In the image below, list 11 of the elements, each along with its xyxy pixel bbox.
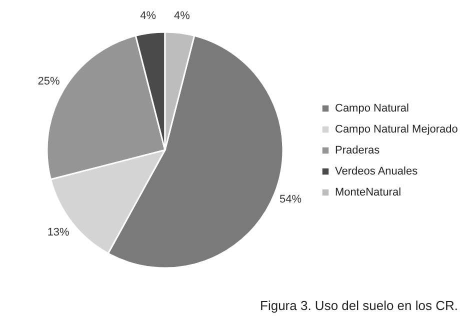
legend-label: Verdeos Anuales [335,166,418,178]
data-label: 54% [280,194,302,206]
data-label: 4% [140,10,156,22]
legend-label: Campo Natural Mejorado [335,124,458,136]
legend-label: Praderas [335,144,380,156]
data-label: 4% [174,10,190,22]
text: Figura 3. Uso del suelo en los CR. [260,298,458,313]
data-label: 13% [47,226,70,239]
legend-label: Campo Natural [335,102,409,114]
legend-label: MonteNatural [335,186,402,198]
data-label: 25% [38,75,60,88]
